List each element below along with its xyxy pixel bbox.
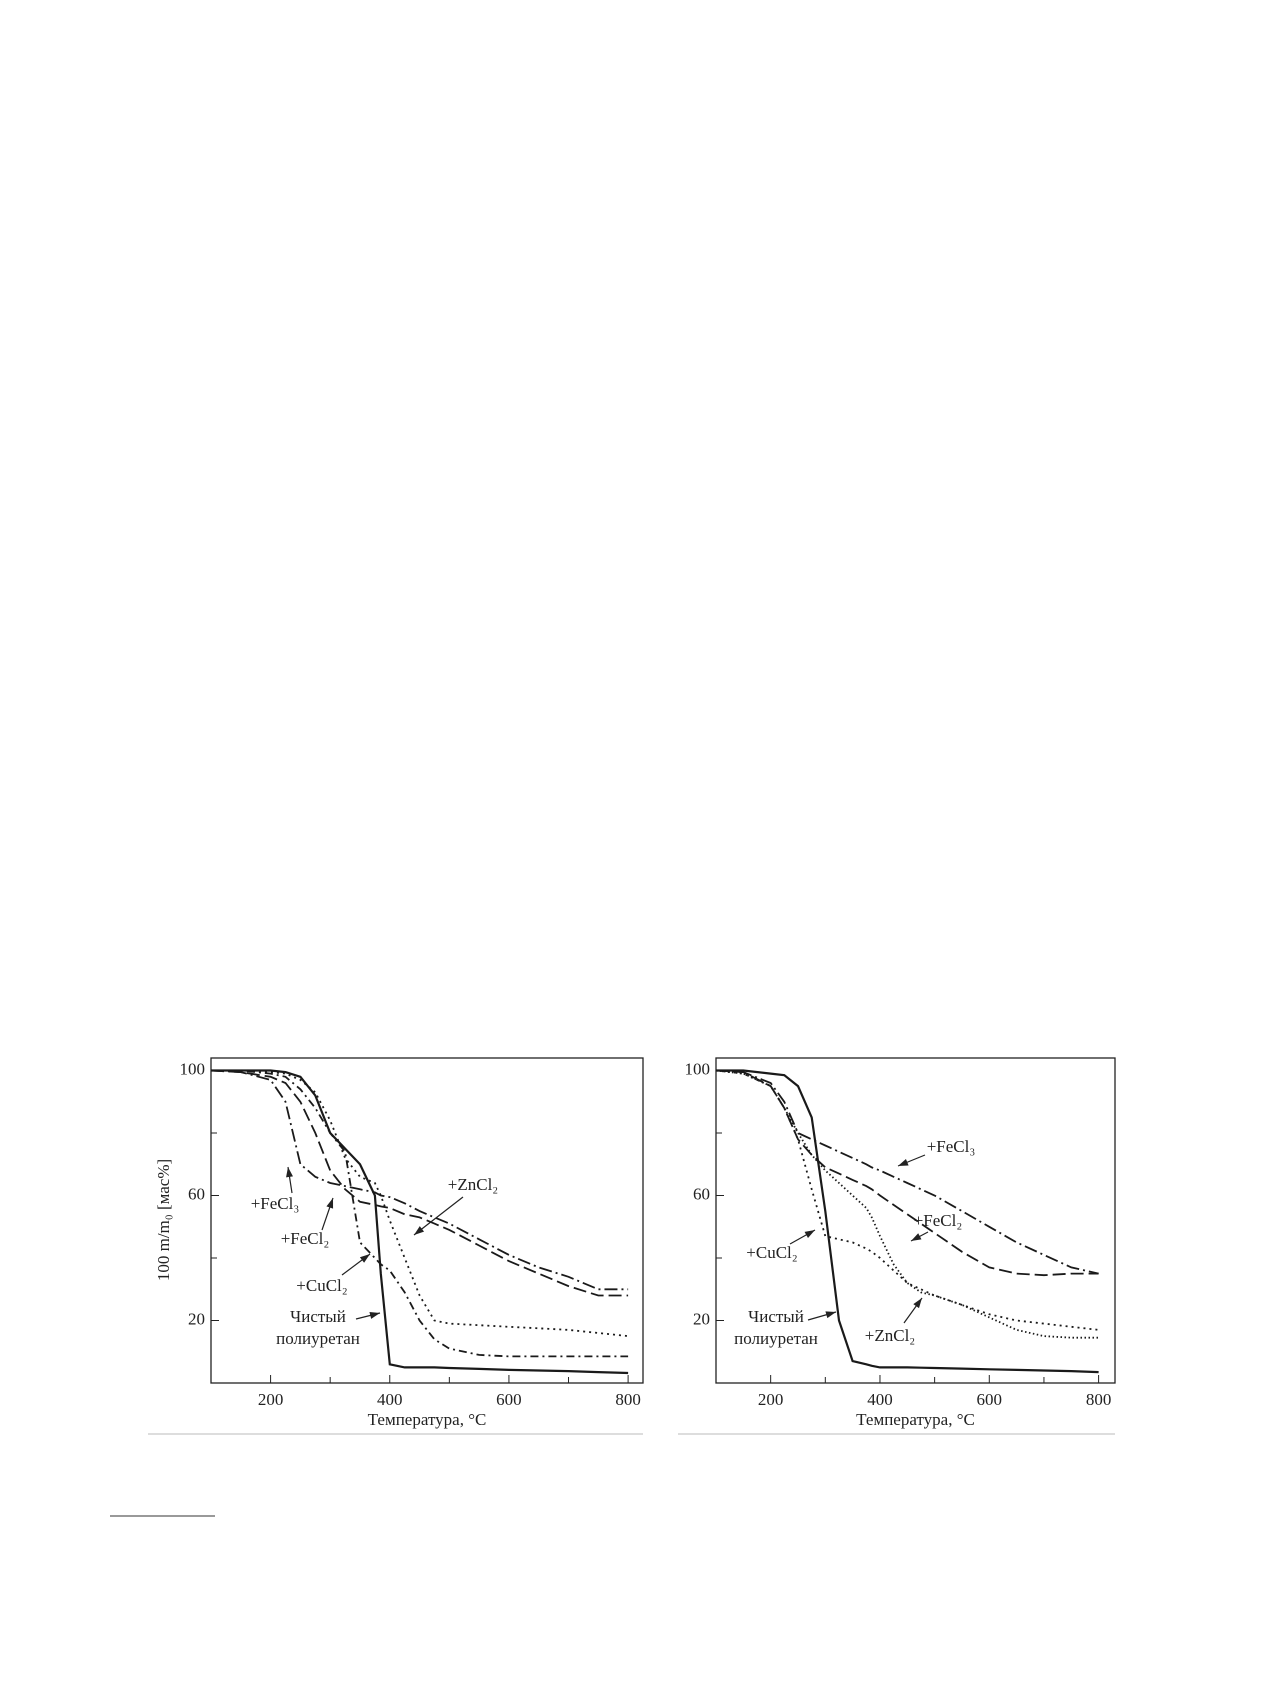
series-label: +ZnCl₂	[865, 1326, 915, 1345]
x-tick-label: 800	[1086, 1390, 1112, 1409]
x-axis-label: Температура, °C	[368, 1410, 487, 1429]
arrow-head	[414, 1226, 425, 1235]
series-label: +FeCl₂	[914, 1211, 963, 1230]
series-line	[210, 1069, 629, 1291]
x-axis-label: Температура, °C	[856, 1410, 975, 1429]
series-label: +FeCl₃	[251, 1194, 300, 1213]
arrow-head	[911, 1233, 922, 1241]
y-tick-label: 20	[188, 1309, 205, 1328]
y-tick-label: 20	[693, 1309, 710, 1328]
series-line	[211, 1069, 629, 1375]
series-label: +FeCl₂	[281, 1229, 330, 1248]
y-axis-label: 100 m/m₀ [мас%]	[154, 1159, 173, 1281]
series-line	[715, 1069, 1099, 1275]
arrow-shaft	[413, 1196, 464, 1236]
arrow-head	[804, 1230, 815, 1238]
series-line	[715, 1069, 1099, 1331]
plot-frame	[715, 1057, 1116, 1384]
series-line	[210, 1069, 629, 1297]
series-line	[211, 1069, 629, 1337]
series-label: +FeCl₃	[927, 1137, 976, 1156]
series-line	[716, 1069, 1099, 1374]
y-tick-label: 60	[188, 1184, 205, 1203]
x-tick-label: 600	[496, 1390, 522, 1409]
x-tick-label: 200	[758, 1390, 784, 1409]
plot-frame	[210, 1057, 644, 1384]
x-tick-label: 600	[977, 1390, 1003, 1409]
series-line	[715, 1069, 1099, 1277]
arrow-head	[326, 1198, 334, 1209]
series-label: Чистый полиуретан	[734, 1307, 818, 1348]
arrow-head	[825, 1311, 836, 1319]
arrow-head	[898, 1158, 909, 1166]
series-label: +CuCl₂	[746, 1243, 797, 1262]
series-label: Чистый полиуретан	[276, 1307, 360, 1348]
series-line	[715, 1069, 1099, 1339]
series-line	[211, 1069, 629, 1358]
arrow-head	[286, 1167, 293, 1178]
series-label: +ZnCl₂	[448, 1175, 498, 1194]
arrow-head	[369, 1312, 380, 1319]
x-tick-label: 200	[258, 1390, 284, 1409]
arrow-head	[359, 1254, 370, 1263]
series-label: +CuCl₂	[296, 1276, 347, 1295]
arrow-head	[913, 1298, 922, 1309]
x-tick-label: 400	[377, 1390, 403, 1409]
y-tick-label: 60	[693, 1184, 710, 1203]
y-tick-label: 100	[180, 1059, 206, 1078]
y-tick-label: 100	[685, 1059, 711, 1078]
x-tick-label: 800	[615, 1390, 641, 1409]
x-tick-label: 400	[867, 1390, 893, 1409]
